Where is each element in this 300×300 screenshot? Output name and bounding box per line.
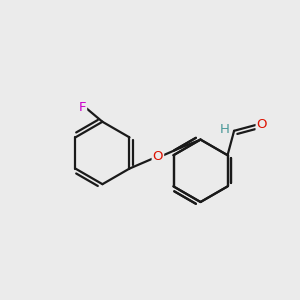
Text: O: O [256, 118, 267, 131]
Text: O: O [153, 151, 163, 164]
Text: F: F [79, 101, 86, 114]
Text: H: H [220, 123, 230, 136]
